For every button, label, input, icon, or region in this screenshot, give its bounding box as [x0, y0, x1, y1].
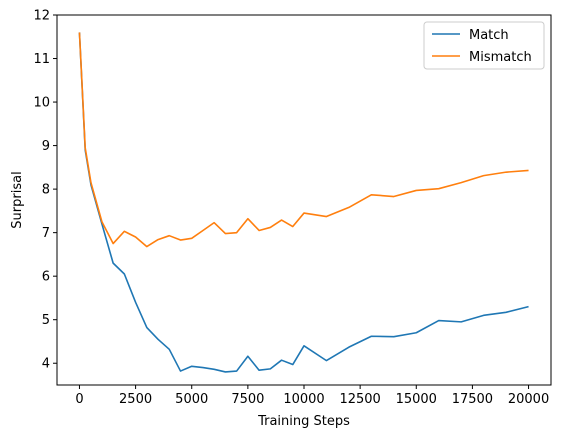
x-tick-label: 10000 — [283, 392, 324, 407]
x-tick-label: 17500 — [452, 392, 493, 407]
y-tick-label: 5 — [42, 313, 50, 328]
x-tick-label: 15000 — [396, 392, 437, 407]
y-tick-label: 12 — [33, 9, 50, 24]
legend-label-mismatch: Mismatch — [469, 50, 532, 65]
x-tick-label: 2500 — [119, 392, 152, 407]
y-tick-label: 7 — [42, 226, 50, 241]
y-tick-label: 8 — [42, 183, 50, 198]
y-tick-label: 9 — [42, 139, 50, 154]
series-line-mismatch — [78, 32, 529, 248]
legend-label-match: Match — [469, 28, 509, 43]
y-axis: 4 5 6 7 8 9 10 11 12 — [33, 9, 57, 372]
x-axis-title: Training Steps — [257, 414, 350, 429]
y-tick-label: 6 — [42, 270, 50, 285]
x-tick-label: 12500 — [339, 392, 380, 407]
x-tick-label: 20000 — [508, 392, 549, 407]
legend: Match Mismatch — [423, 21, 545, 70]
x-tick-label: 7500 — [231, 392, 264, 407]
x-tick-label: 5000 — [175, 392, 208, 407]
x-axis: 0 2500 5000 7500 10000 12500 15000 17500 20000 — [75, 385, 549, 407]
y-tick-label: 4 — [42, 357, 50, 372]
x-tick-label: 0 — [75, 392, 83, 407]
y-axis-title: Surprisal — [10, 171, 25, 228]
plot-frame — [56, 14, 552, 386]
plot-lines — [78, 32, 529, 373]
y-tick-label: 10 — [33, 96, 50, 111]
y-tick-label: 11 — [33, 52, 50, 67]
series-line-match — [78, 32, 529, 373]
